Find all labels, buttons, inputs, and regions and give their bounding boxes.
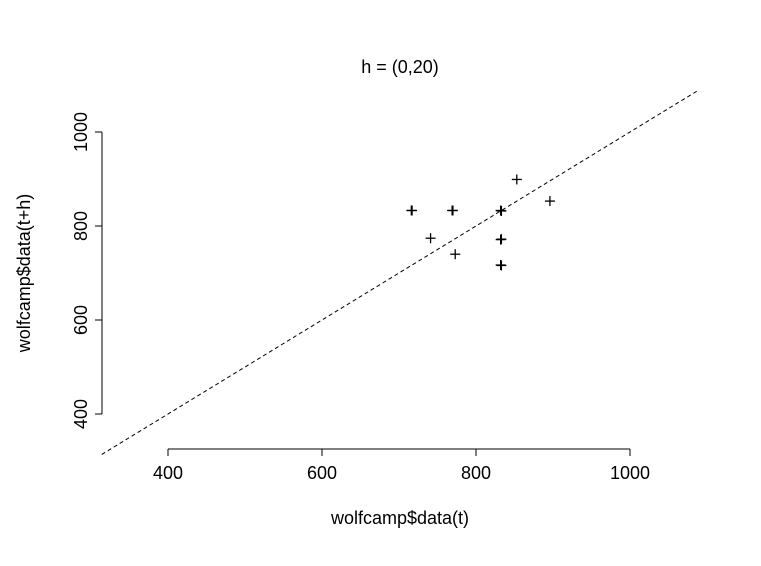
x-tick-label: 400: [153, 463, 183, 483]
data-point: [425, 233, 436, 244]
y-tick-label: 1000: [71, 112, 91, 152]
chart-title: h = (0,20): [361, 57, 439, 77]
x-tick-label: 1000: [610, 463, 650, 483]
y-tick-label: 600: [71, 305, 91, 335]
y-axis-label: wolfcamp$data(t+h): [14, 194, 34, 354]
y-axis-ticks: 400 600 800 1000: [71, 112, 102, 429]
data-point: [496, 260, 507, 271]
data-point: [511, 174, 522, 185]
x-tick-label: 600: [307, 463, 337, 483]
data-point: [407, 205, 418, 216]
reference-line: [101, 89, 699, 455]
data-point: [447, 205, 458, 216]
data-point: [496, 205, 507, 216]
x-axis-ticks: 400 600 800 1000: [153, 449, 650, 483]
data-point: [450, 249, 461, 260]
y-tick-label: 400: [71, 399, 91, 429]
data-point: [496, 234, 507, 245]
reference-line-layer: [101, 89, 699, 455]
data-point: [544, 196, 555, 207]
x-tick-label: 800: [461, 463, 491, 483]
y-tick-label: 800: [71, 211, 91, 241]
x-axis-label: wolfcamp$data(t): [330, 508, 469, 528]
data-points: [406, 174, 555, 271]
